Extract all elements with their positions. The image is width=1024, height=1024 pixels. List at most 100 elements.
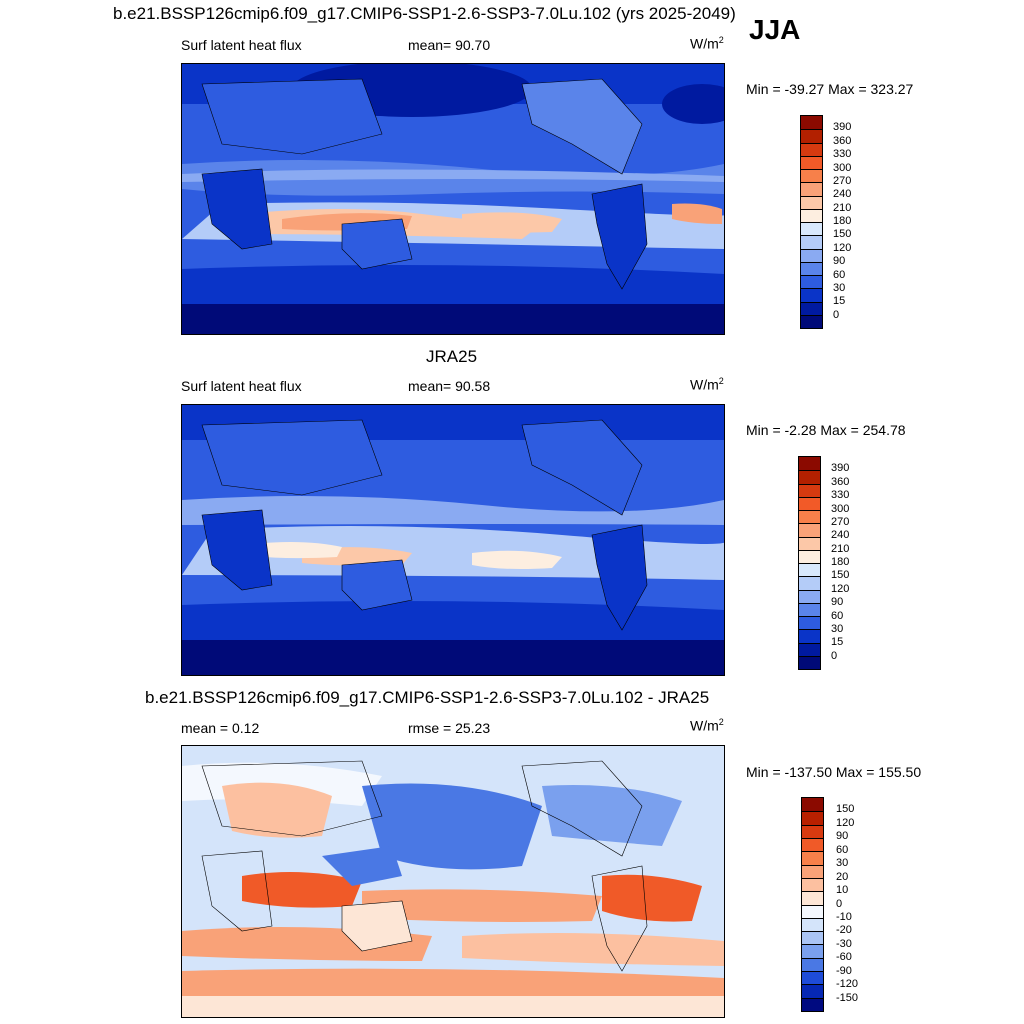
colorbar-tick-label: 150 [836, 803, 855, 816]
colorbar-segment [799, 589, 820, 603]
colorbar-tick-label: 330 [833, 148, 852, 161]
colorbar-tick-label: 30 [833, 281, 846, 294]
panel1-variable-label: Surf latent heat flux [181, 37, 302, 53]
colorbar-tick-label: 10 [836, 884, 849, 897]
colorbar-segment [799, 616, 820, 630]
colorbar-segment [802, 904, 823, 918]
colorbar-tick-label: 0 [836, 897, 843, 910]
colorbar-segment [799, 470, 820, 484]
colorbar-tick-label: 300 [833, 161, 852, 174]
colorbar-tick-label: -10 [836, 910, 852, 923]
colorbar-segment [801, 208, 822, 222]
colorbar-segment [801, 301, 822, 315]
panel2-map [181, 404, 725, 676]
colorbar-tick-label: 90 [836, 830, 849, 843]
colorbar-tick-label: 15 [833, 295, 846, 308]
colorbar-tick-label: 330 [831, 489, 850, 502]
colorbar-tick-label: 90 [833, 255, 846, 268]
colorbar-tick-label: 20 [836, 870, 849, 883]
colorbar-segment [801, 314, 822, 328]
colorbar-segment [802, 824, 823, 838]
colorbar-tick-label: 240 [833, 188, 852, 201]
colorbar-tick-label: 60 [836, 843, 849, 856]
panel2-variable-label: Surf latent heat flux [181, 378, 302, 394]
colorbar-tick-label: 270 [831, 515, 850, 528]
panel1-map-field [182, 64, 724, 334]
panel1-mean-label: mean= 90.70 [408, 37, 491, 53]
colorbar-tick-label: 150 [831, 569, 850, 582]
colorbar-tick-label: 60 [833, 268, 846, 281]
colorbar-segment [801, 195, 822, 209]
colorbar-segment [801, 275, 822, 289]
colorbar-tick-label: 210 [833, 201, 852, 214]
colorbar-tick-label: -60 [836, 951, 852, 964]
colorbar-tick-label: -120 [836, 978, 859, 991]
colorbar-tick-label: -90 [836, 964, 852, 977]
colorbar-segment [802, 811, 823, 825]
panel3-map-field [182, 746, 724, 1017]
panel2-minmax: Min = -2.28 Max = 254.78 [746, 422, 906, 438]
panel3-units: W/m2 [690, 717, 724, 734]
panel1-colorbar [800, 115, 823, 329]
panel3-colorbar [801, 797, 824, 1012]
colorbar-segment [801, 116, 822, 130]
colorbar-tick-label: -20 [836, 924, 852, 937]
colorbar-segment [802, 851, 823, 865]
colorbar-segment [801, 261, 822, 275]
colorbar-tick-label: 180 [831, 556, 850, 568]
panel3-minmax: Min = -137.50 Max = 155.50 [746, 764, 922, 780]
colorbar-tick-label: 390 [831, 462, 850, 475]
colorbar-segment [801, 222, 822, 236]
colorbar-segment [799, 523, 820, 537]
colorbar-segment [801, 142, 822, 156]
colorbar-segment [801, 235, 822, 249]
colorbar-tick-label: 360 [831, 475, 850, 488]
colorbar-tick-label: 120 [831, 582, 850, 595]
colorbar-tick-label: 150 [833, 228, 852, 241]
colorbar-segment [801, 129, 822, 143]
colorbar-segment [799, 483, 820, 497]
colorbar-segment [801, 155, 822, 169]
colorbar-segment [802, 917, 823, 932]
panel1-map [181, 63, 725, 335]
colorbar-tick-label: 15 [831, 636, 844, 649]
colorbar-tick-label: 60 [831, 609, 844, 622]
colorbar-tick-label: 120 [836, 816, 855, 829]
colorbar-segment [801, 288, 822, 302]
season-label: JJA [749, 14, 801, 45]
colorbar-segment [802, 971, 823, 985]
colorbar-tick-label: 30 [836, 857, 849, 870]
colorbar-segment [801, 248, 822, 262]
colorbar-tick-label: 30 [831, 622, 844, 635]
colorbar-segment [799, 563, 820, 577]
panel2-colorbar [798, 456, 821, 670]
colorbar-tick-label: 390 [833, 121, 852, 134]
panel3-rmse-label: rmse = 25.23 [408, 720, 491, 736]
colorbar-segment [799, 576, 820, 590]
panel2-mean-label: mean= 90.58 [408, 378, 491, 394]
colorbar-segment [799, 642, 820, 656]
colorbar-segment [799, 536, 820, 550]
colorbar-segment [802, 931, 823, 945]
colorbar-tick-label: 90 [831, 596, 844, 609]
panel2-map-field [182, 405, 724, 675]
colorbar-tick-label: 120 [833, 241, 852, 254]
colorbar-segment [799, 549, 820, 563]
colorbar-tick-label: 240 [831, 529, 850, 542]
panel3-mean-label: mean = 0.12 [181, 720, 260, 736]
colorbar-segment [802, 984, 823, 998]
colorbar-tick-label: 210 [831, 542, 850, 555]
colorbar-tick-label: 180 [833, 215, 852, 227]
colorbar-tick-label: -150 [836, 991, 859, 1004]
colorbar-segment [802, 957, 823, 972]
panel3-title: b.e21.BSSP126cmip6.f09_g17.CMIP6-SSP1-2.… [145, 688, 710, 707]
colorbar-segment [802, 798, 823, 812]
colorbar-segment [799, 629, 820, 643]
colorbar-segment [799, 602, 820, 616]
panel1-title: b.e21.BSSP126cmip6.f09_g17.CMIP6-SSP1-2.… [113, 4, 736, 23]
panel2-units: W/m2 [690, 376, 724, 393]
colorbar-segment [802, 891, 823, 905]
colorbar-segment [799, 496, 820, 510]
colorbar-segment [799, 655, 820, 669]
panel3-map [181, 745, 725, 1018]
